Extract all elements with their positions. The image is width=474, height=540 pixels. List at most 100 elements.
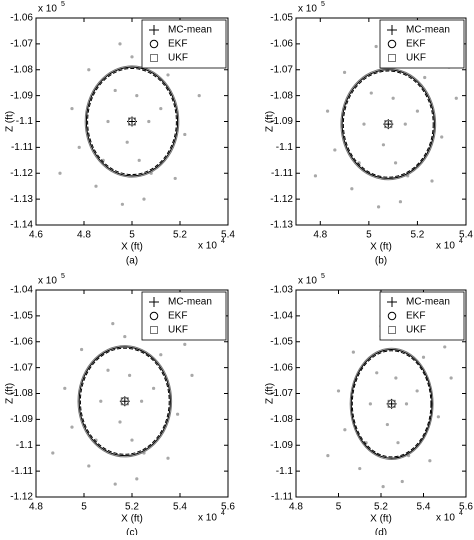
scatter-point bbox=[173, 176, 177, 181]
y-tick-label: -1.07 bbox=[270, 388, 293, 399]
legend-label: MC-mean bbox=[406, 25, 450, 36]
marker-square bbox=[387, 399, 396, 408]
y-tick-label: -1.07 bbox=[10, 39, 33, 50]
y-tick-label: -1.08 bbox=[270, 90, 293, 101]
y-tick-label: -1.06 bbox=[10, 13, 33, 24]
scatter-point bbox=[404, 402, 409, 406]
scatter-point bbox=[443, 345, 447, 349]
x-tick-label: 4.6 bbox=[29, 230, 43, 241]
ellipse bbox=[349, 347, 434, 460]
scatter-point bbox=[152, 386, 156, 390]
y-tick-label: -1.12 bbox=[10, 492, 33, 503]
x-tick-label: 5.4 bbox=[417, 502, 431, 513]
scatter-point bbox=[176, 412, 180, 416]
x-tick-label: 5 bbox=[366, 230, 372, 241]
legend-label: MC-mean bbox=[168, 297, 212, 308]
x-tick-label: 5.2 bbox=[410, 230, 424, 241]
scatter-point bbox=[135, 94, 139, 98]
scatter-point bbox=[159, 353, 163, 357]
y-multiplier: x 10 bbox=[38, 276, 57, 287]
scatter-point bbox=[391, 96, 395, 100]
legend-label: EKF bbox=[406, 311, 425, 322]
scatter-point bbox=[142, 197, 146, 201]
y-tick-label: -1.07 bbox=[270, 64, 293, 75]
scatter-point bbox=[421, 355, 426, 359]
panel: 4.6 4.8 5 5.2 5.4 -1.06 -1.07 -1.08 -1.09 -1.1 -1.… bbox=[5, 1, 236, 267]
scatter-point bbox=[313, 174, 318, 178]
y-tick-label: -1.08 bbox=[10, 388, 33, 399]
y-tick-label: -1.09 bbox=[10, 414, 33, 425]
ellipse bbox=[342, 70, 434, 178]
panel: 4.8 5 5.2 5.4 5.6 -1.04 -1.05 -1.06 -1.07 -1.08 -1… bbox=[5, 273, 236, 539]
caption: (c) bbox=[126, 528, 138, 535]
y-tick-label: -1.1 bbox=[16, 116, 34, 127]
ellipse bbox=[79, 347, 170, 455]
x-multiplier: x 10 bbox=[198, 241, 217, 252]
scatter-point bbox=[400, 479, 404, 484]
scatter-point bbox=[342, 70, 347, 74]
marker-plus bbox=[387, 297, 397, 307]
marker-circle bbox=[149, 39, 159, 49]
y-tick-label: -1.11 bbox=[271, 168, 293, 179]
scatter-point bbox=[113, 482, 117, 486]
y-axis-label: Z (ft) bbox=[265, 111, 276, 132]
legend-box bbox=[141, 291, 227, 341]
marker-square bbox=[120, 397, 129, 406]
y-tick-label: -1.1 bbox=[276, 142, 294, 153]
scatter-point bbox=[123, 334, 127, 339]
scatter-point bbox=[130, 55, 134, 59]
scatter-point bbox=[358, 466, 362, 471]
y-multiplier: x 10 bbox=[298, 276, 317, 287]
scatter-point bbox=[51, 451, 55, 455]
scatter-point bbox=[130, 438, 134, 442]
scatter-point bbox=[369, 91, 373, 95]
scatter-point bbox=[106, 368, 110, 372]
scatter-point bbox=[77, 145, 81, 149]
ellipse bbox=[78, 346, 171, 457]
y-tick-label: -1.13 bbox=[270, 220, 293, 231]
scatter-point bbox=[362, 122, 366, 126]
scatter-point bbox=[374, 44, 378, 49]
ellipse bbox=[84, 65, 180, 178]
y-tick-label: -1.12 bbox=[10, 168, 33, 179]
y-multiplier: x 10 bbox=[38, 4, 57, 15]
marker-square bbox=[150, 326, 158, 334]
scatter-point bbox=[197, 94, 201, 98]
legend-box bbox=[141, 19, 227, 69]
marker-plus bbox=[387, 25, 397, 35]
scatter-point bbox=[351, 350, 355, 354]
scatter-point bbox=[120, 202, 124, 206]
scatter-point bbox=[135, 477, 139, 481]
y-axis-label: Z (ft) bbox=[5, 111, 16, 132]
scatter-point bbox=[80, 347, 84, 352]
x-tick-label: 5.4 bbox=[459, 230, 473, 241]
scatter-point bbox=[385, 422, 389, 427]
scatter-point bbox=[63, 386, 67, 390]
marker-square bbox=[388, 326, 396, 334]
y-tick-label: -1.09 bbox=[270, 440, 293, 451]
marker-square bbox=[388, 54, 396, 62]
x-tick-label: 4.8 bbox=[313, 230, 327, 241]
scatter-point bbox=[415, 389, 419, 393]
y-tick-label: -1.08 bbox=[270, 414, 293, 425]
legend-label: MC-mean bbox=[168, 25, 212, 36]
x-tick-label: 5.2 bbox=[173, 230, 187, 241]
y-tick-label: -1.06 bbox=[10, 336, 33, 347]
scatter-point bbox=[87, 68, 91, 72]
scatter-point bbox=[94, 184, 98, 188]
scatter-point bbox=[430, 179, 434, 183]
y-tick-label: -1.11 bbox=[11, 466, 33, 477]
scatter-point bbox=[159, 106, 163, 111]
y-tick-label: -1.11 bbox=[271, 492, 293, 503]
scatter-point bbox=[454, 96, 458, 100]
x-multiplier: x 10 bbox=[436, 513, 455, 524]
x-tick-label: 5.4 bbox=[173, 502, 187, 513]
scatter-point bbox=[70, 425, 74, 429]
scatter-point bbox=[381, 143, 386, 147]
scatter-point bbox=[376, 205, 381, 209]
x-tick-label: 5.4 bbox=[221, 230, 235, 241]
y-multiplier-power: 5 bbox=[61, 273, 65, 280]
scatter-point bbox=[166, 456, 170, 460]
ellipse bbox=[350, 349, 433, 459]
